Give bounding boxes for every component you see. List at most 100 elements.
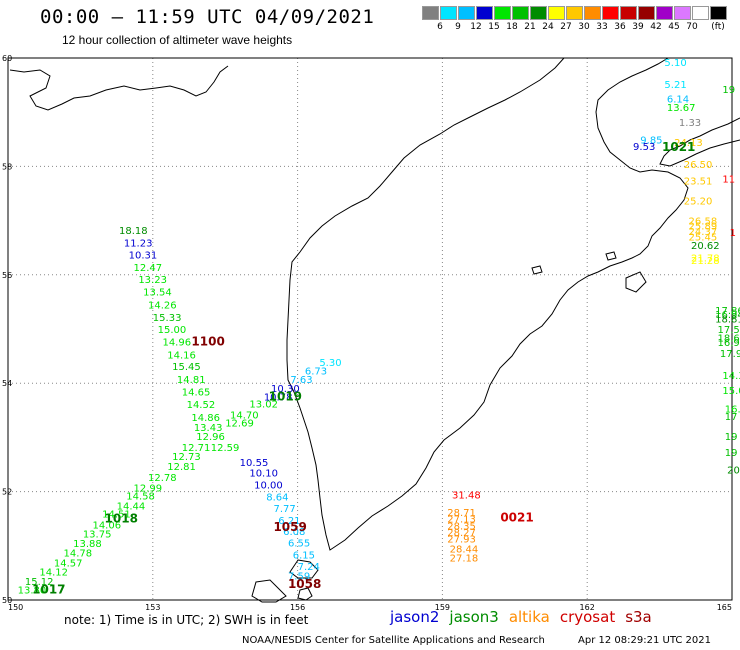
longitude-tick-label: 165 xyxy=(717,603,732,612)
legend-label: 15 xyxy=(488,22,500,32)
island-small-2 xyxy=(605,251,617,261)
wave-height-value: 25.89 xyxy=(689,221,718,232)
footer-credit: NOAA/NESDIS Center for Satellite Applica… xyxy=(242,635,711,646)
legend-swatch xyxy=(512,6,529,20)
wave-height-value: 14.57 xyxy=(54,558,83,569)
legend-swatch xyxy=(656,6,673,20)
legend-label: 33 xyxy=(596,22,608,32)
axis-labels: 150 153 156 159 162 165 60 58 56 54 52 50 xyxy=(2,54,732,612)
wave-height-value: 14.06 xyxy=(92,520,121,531)
wave-height-value: 11 xyxy=(722,175,735,186)
wave-height-value: 31.48 xyxy=(452,491,481,502)
satellite-jason3: jason3 xyxy=(449,608,499,626)
wave-height-value: 12.99 xyxy=(133,484,162,495)
map-subtitle: 12 hour collection of altimeter wave hei… xyxy=(62,33,293,47)
wave-height-value: 14.70 xyxy=(230,410,259,421)
wave-height-value: 5.30 xyxy=(319,358,341,369)
wave-height-value: 21.78 xyxy=(691,253,720,264)
wave-height-value: 6.14 xyxy=(667,94,689,105)
wave-height-value: 11.23 xyxy=(124,239,153,250)
pass-time-label: 1100 xyxy=(191,334,224,348)
wave-height-value: 14.12 xyxy=(39,568,68,579)
wave-height-value: 7.59 xyxy=(288,571,310,582)
legend-swatch xyxy=(566,6,583,20)
legend-swatch xyxy=(674,6,691,20)
wave-height-value: 16.98 xyxy=(718,338,740,349)
wave-height-value: 14.26 xyxy=(148,300,177,311)
pass-time-label: 1019 xyxy=(269,390,302,404)
wave-height-value: 9.85 xyxy=(640,136,662,147)
kuril-island-3 xyxy=(297,587,313,601)
legend-swatch xyxy=(476,6,493,20)
wave-height-value: 19 xyxy=(725,432,738,443)
wave-height-value: 26.58 xyxy=(689,216,718,227)
wave-height-value: 12.71 xyxy=(182,443,211,454)
pass-time-label: 1058 xyxy=(288,577,321,591)
legend-swatch xyxy=(620,6,637,20)
okhotsk-shore xyxy=(9,65,229,111)
latitude-tick-label: 56 xyxy=(2,271,12,280)
wave-height-value: 20.62 xyxy=(691,241,720,252)
wave-height-value: 27.13 xyxy=(447,514,476,525)
wave-height-value: 13.02 xyxy=(249,400,278,411)
wave-height-value: 14.65 xyxy=(182,388,211,399)
generated-timestamp: Apr 12 08:29:21 UTC 2021 xyxy=(578,635,711,646)
satellite-legend: jason2 jason3 altika cryosat s3a xyxy=(390,608,662,626)
wave-height-value: 10.31 xyxy=(129,251,158,262)
wave-height-value: 14.58 xyxy=(126,492,155,503)
legend-swatch xyxy=(584,6,601,20)
pass-time-labels: 1100 1019 1018 1017 1059 1058 0021 1021 xyxy=(32,140,695,596)
latitude-tick-label: 60 xyxy=(2,54,12,63)
wave-height-value: 15.12 xyxy=(25,577,54,588)
wave-height-value: 28.35 xyxy=(447,522,476,533)
island-small-3 xyxy=(625,271,647,293)
wave-height-value: 5.10 xyxy=(664,58,686,69)
wave-height-value: 10.30 xyxy=(271,384,300,395)
wave-height-value: 12.59 xyxy=(211,443,240,454)
legend-swatch xyxy=(458,6,475,20)
map-frame xyxy=(7,57,733,601)
legend-label: 21 xyxy=(524,22,536,32)
legend-label: 6 xyxy=(437,22,443,32)
wave-height-value: 9.53 xyxy=(633,142,655,153)
satellite-cryosat: cryosat xyxy=(559,608,616,626)
wave-height-value: 7.63 xyxy=(290,375,312,386)
satellite-jason2: jason2 xyxy=(390,608,440,626)
wave-height-value: 8.64 xyxy=(266,492,288,503)
kuril-island-2 xyxy=(251,579,287,603)
wave-height-value: 13.43 xyxy=(194,423,223,434)
legend-label: 39 xyxy=(632,22,644,32)
wave-height-value: 17.86 xyxy=(715,306,740,317)
wave-height-value: 13.67 xyxy=(667,103,696,114)
wave-height-value: 12.81 xyxy=(167,462,196,473)
wave-height-value: 10.55 xyxy=(240,458,269,469)
map-border xyxy=(7,57,733,601)
legend-swatch xyxy=(638,6,655,20)
longitude-tick-label: 159 xyxy=(435,603,450,612)
wave-height-value: 14.86 xyxy=(191,413,220,424)
wave-height-value: 23.51 xyxy=(684,176,713,187)
wave-height-value: 6.08 xyxy=(283,527,305,538)
wave-height-value: 26.50 xyxy=(684,160,713,171)
wave-height-value: 12.47 xyxy=(133,263,162,274)
wave-height-value: 27.18 xyxy=(450,554,479,565)
wave-height-value: 25.20 xyxy=(684,196,713,207)
kamchatka-coastline xyxy=(286,57,689,551)
wave-height-value: 15.0 xyxy=(722,386,740,397)
wave-height-value: 15.00 xyxy=(158,325,187,336)
legend-unit: (ft) xyxy=(711,22,725,32)
wave-height-value: 14.81 xyxy=(177,375,206,386)
pass-time-label: 1059 xyxy=(273,520,306,534)
wave-height-value: 13.80 xyxy=(18,585,47,596)
legend-swatch xyxy=(530,6,547,20)
latitude-tick-label: 58 xyxy=(2,162,12,171)
wave-height-value: 19 xyxy=(725,448,738,459)
pass-time-label: 1017 xyxy=(32,582,65,596)
wave-height-value: 20 xyxy=(727,466,740,477)
legend-swatch xyxy=(710,6,727,20)
wave-height-value: 14.52 xyxy=(187,400,216,411)
legend-swatch xyxy=(548,6,565,20)
wave-height-value: 12.96 xyxy=(196,432,225,443)
legend-label: 70 xyxy=(686,22,698,32)
